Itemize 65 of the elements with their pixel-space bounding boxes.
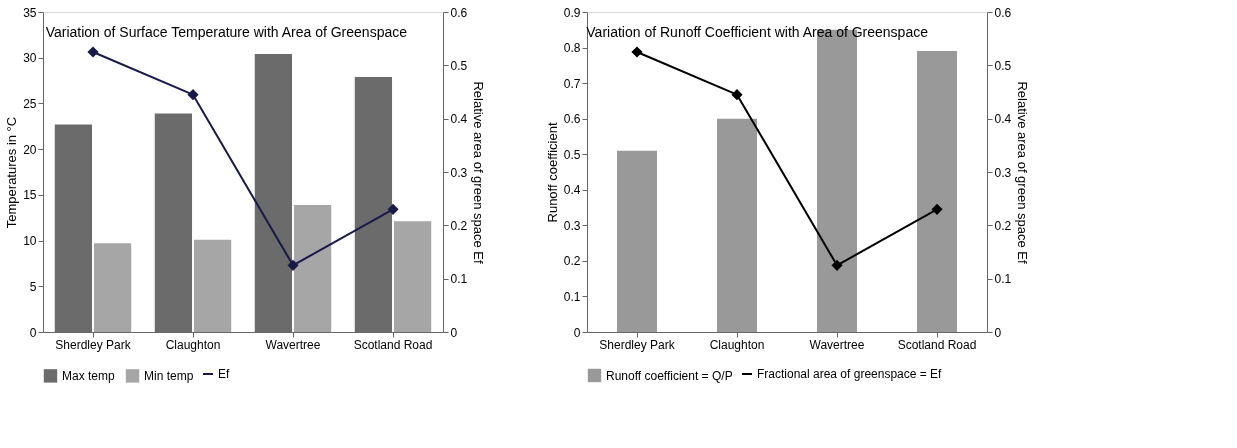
y-tick-label: 0.4 — [563, 183, 581, 198]
point — [731, 89, 743, 100]
y-tick-label: 0.8 — [563, 41, 581, 56]
point — [631, 46, 643, 58]
y-tick-label: 20 — [23, 142, 37, 157]
y2-tick-label: 0 — [994, 325, 1002, 340]
legend-label: Runoff coefficient = Q/P — [606, 368, 733, 383]
y2-tick-label: 0.5 — [994, 58, 1012, 73]
bar — [93, 243, 132, 332]
y-tick-label: 0.7 — [563, 76, 581, 91]
point — [287, 260, 299, 271]
point — [87, 46, 99, 58]
legend-label: Fractional area of greenspace = Ef — [757, 367, 943, 381]
bar — [293, 204, 332, 332]
x-tick-label: Wavertree — [265, 337, 321, 352]
y-tick-label: 0.1 — [563, 289, 581, 304]
y-tick-label: 10 — [23, 234, 37, 249]
y2-tick-label: 0.1 — [450, 272, 468, 287]
y-tick-label: 35 — [23, 5, 37, 20]
y2-tick-label: 0.6 — [450, 5, 468, 20]
y2-tick-label: 0 — [450, 325, 458, 340]
y2-axis-title: Relative area of green space Ef — [471, 81, 487, 264]
y2-tick-label: 0.5 — [450, 58, 468, 73]
y2-tick-label: 0.2 — [450, 218, 468, 233]
bar — [717, 118, 757, 332]
y2-tick-label: 0.2 — [994, 218, 1012, 233]
y2-tick-label: 0.1 — [994, 272, 1012, 287]
bar — [193, 239, 232, 332]
x-tick-label: Scotland Road — [897, 337, 977, 352]
point — [187, 89, 199, 100]
y-tick-label: 30 — [23, 51, 37, 66]
y-axis-title: Temperatures in °C — [4, 116, 20, 229]
y2-tick-label: 0.3 — [450, 165, 468, 180]
text: Variation of Surface Temperature with Area of Greenspace — [45, 24, 408, 40]
y-tick-label: 0.9 — [563, 5, 581, 20]
x-tick-label: Claughton — [165, 337, 221, 352]
bar — [393, 221, 432, 332]
point — [831, 260, 843, 271]
y-tick-label: 0 — [29, 325, 37, 340]
x-tick-label: Wavertree — [809, 337, 865, 352]
y-tick-label: 25 — [23, 96, 37, 111]
y-tick-label: 0.6 — [563, 112, 581, 127]
y-tick-label: 0.3 — [563, 218, 581, 233]
x-tick-label: Scotland Road — [353, 337, 433, 352]
x-tick-label: Sherdley Park — [55, 337, 132, 352]
y-tick-label: 0.5 — [563, 147, 581, 162]
y2-axis-title: Relative area of green space Ef — [1015, 81, 1031, 264]
legend-label: Max temp — [62, 368, 116, 383]
y-tick-label: 5 — [29, 279, 37, 294]
y-axis-title: Runoff coefficient — [544, 122, 560, 223]
y2-tick-label: 0.4 — [994, 112, 1012, 127]
point — [387, 204, 399, 215]
bar — [617, 150, 657, 332]
y2-tick-label: 0.3 — [994, 165, 1012, 180]
x-tick-label: Claughton — [709, 337, 765, 352]
bar — [917, 51, 957, 332]
y-tick-label: 0 — [573, 325, 581, 340]
y-tick-label: 15 — [23, 188, 37, 203]
legend-label: Min temp — [144, 368, 194, 383]
legend-label: Ef — [218, 367, 230, 381]
y-tick-label: 0.2 — [563, 254, 581, 269]
y2-tick-label: 0.6 — [994, 5, 1012, 20]
x-tick-label: Sherdley Park — [599, 337, 676, 352]
y2-tick-label: 0.4 — [450, 112, 468, 127]
point — [931, 204, 943, 215]
